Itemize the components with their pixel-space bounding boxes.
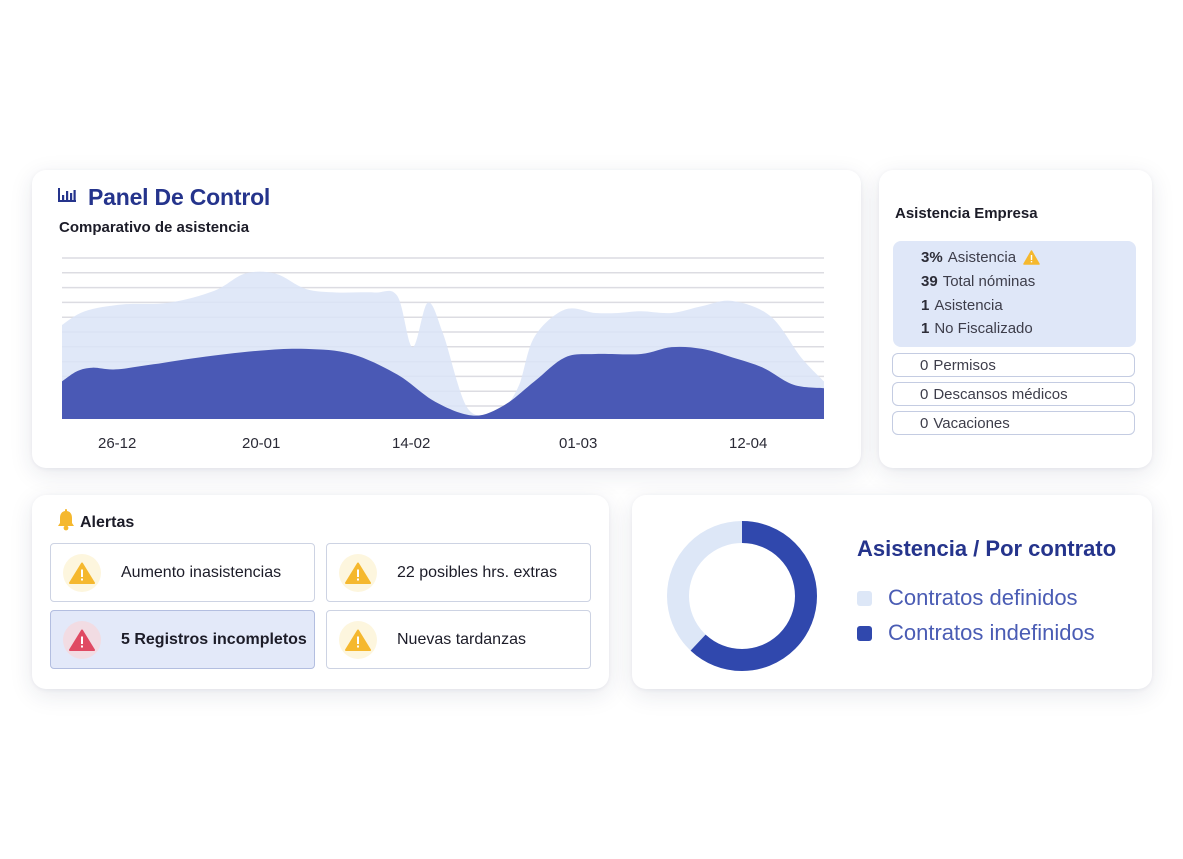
company-title: Asistencia Empresa [895, 205, 1038, 222]
alerts-header: Alertas [56, 509, 134, 536]
stat-attendance: 1 Asistencia [921, 297, 1003, 314]
x-tick-label: 01-03 [559, 435, 597, 452]
page-title: Panel De Control [88, 184, 271, 210]
danger-icon [63, 621, 101, 659]
alerts-card: Alertas Aumento inasistencias 22 posible… [32, 495, 609, 689]
alert-item[interactable]: 22 posibles hrs. extras [326, 543, 591, 602]
alert-item[interactable]: Nuevas tardanzas [326, 610, 591, 669]
alert-item[interactable]: Aumento inasistencias [50, 543, 315, 602]
stat-attendance-pct: 3% Asistencia [921, 249, 1040, 266]
pill-permits[interactable]: 0 Permisos [892, 353, 1135, 377]
x-tick-label: 26-12 [98, 435, 136, 452]
panel-header: Panel De Control [58, 184, 270, 211]
company-attendance-card: Asistencia Empresa 3% Asistencia 39 Total … [879, 170, 1152, 468]
x-tick-label: 20-01 [242, 435, 280, 452]
warning-icon [339, 554, 377, 592]
contracts-title: Asistencia / Por contrato [857, 536, 1117, 561]
contracts-donut-chart [667, 521, 817, 671]
alert-item-highlighted[interactable]: 5 Registros incompletos [50, 610, 315, 669]
legend-item-indefinidos: Contratos indefinidos [857, 620, 1095, 646]
x-tick-label: 12-04 [729, 435, 767, 452]
warning-icon [63, 554, 101, 592]
attendance-chart-card: Panel De Control Comparativo de asistenc… [32, 170, 861, 468]
stat-total-payroll: 39 Total nóminas [921, 273, 1036, 290]
x-tick-label: 14-02 [392, 435, 430, 452]
area-series-front [62, 346, 824, 419]
warning-icon [1023, 250, 1040, 265]
stats-box: 3% Asistencia 39 Total nóminas 1 Asistencia… [893, 241, 1136, 347]
donut-segment-indefinidos [667, 521, 817, 671]
contracts-card: Asistencia / Por contrato Contratos defi… [632, 495, 1152, 689]
bar-chart-icon [58, 188, 76, 207]
stat-not-audited: 1 No Fiscalizado [921, 320, 1033, 337]
pill-vacations[interactable]: 0 Vacaciones [892, 411, 1135, 435]
legend-item-definidos: Contratos definidos [857, 585, 1078, 611]
chart-subtitle: Comparativo de asistencia [59, 219, 250, 236]
warning-icon [339, 621, 377, 659]
pill-medical-leave[interactable]: 0 Descansos médicos [892, 382, 1135, 406]
attendance-area-chart: 26-12 20-01 14-02 01-03 12-04 [62, 257, 824, 452]
legend-swatch [857, 590, 872, 606]
legend-swatch [857, 625, 872, 641]
bell-icon [56, 509, 76, 536]
alerts-title: Alertas [80, 513, 135, 531]
